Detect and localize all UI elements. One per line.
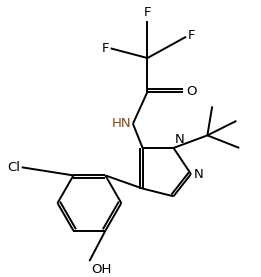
Text: F: F xyxy=(188,29,195,42)
Text: F: F xyxy=(101,42,109,55)
Text: O: O xyxy=(186,85,197,98)
Text: N: N xyxy=(175,133,184,146)
Text: HN: HN xyxy=(111,117,131,130)
Text: F: F xyxy=(144,6,151,19)
Text: OH: OH xyxy=(91,263,112,276)
Text: N: N xyxy=(194,168,204,181)
Text: Cl: Cl xyxy=(7,161,20,174)
